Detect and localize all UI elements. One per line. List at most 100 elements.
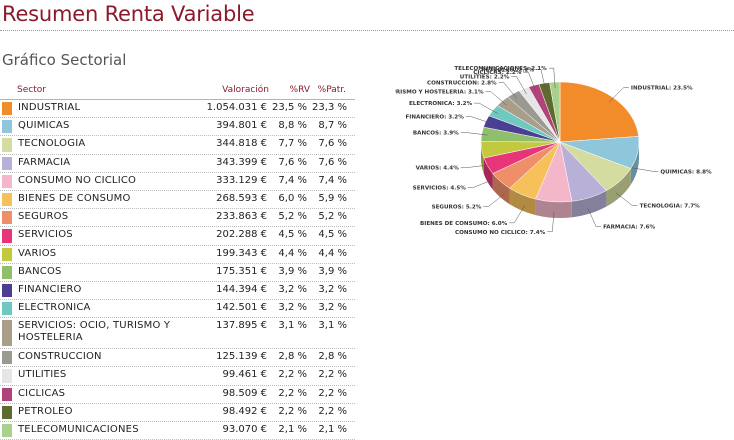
- sector-name: BANCOS: [18, 265, 62, 277]
- sector-color-swatch: [2, 424, 12, 438]
- sector-color-swatch: [2, 192, 12, 207]
- pie-slice: [559, 81, 639, 143]
- sector-name: QUIMICAS: [18, 120, 70, 132]
- table-row: BIENES DE CONSUMO 268.593 € 6,0 % 5,9 %: [0, 191, 355, 210]
- pie-leader-line: [587, 207, 602, 227]
- sector-name: FINANCIERO: [18, 283, 82, 295]
- table-row: INDUSTRIAL 1.054.031 € 23,5 % 23,3 %: [0, 100, 355, 119]
- pie-label: BIENES DE CONSUMO: 6.0%: [420, 221, 508, 227]
- pie-leader-line: [509, 205, 526, 224]
- pie-leader-line: [548, 67, 556, 89]
- header-valoracion: Valoración: [222, 85, 269, 95]
- rv-cell: 2,8 %: [278, 351, 307, 363]
- section-subtitle: Gráfico Sectorial: [2, 51, 127, 69]
- valoracion-cell: 333.129 €: [216, 174, 267, 186]
- patr-cell: 2,2 %: [318, 369, 347, 381]
- pie-side-wall: [630, 142, 639, 185]
- table-row: CONSUMO NO CICLICO 333.129 € 7,4 % 7,4 %: [0, 173, 355, 191]
- pie-leader-line: [474, 102, 498, 114]
- table-row: TELECOMUNICACIONES 93.070 € 2,1 % 2,1 %: [0, 422, 355, 440]
- sector-name: ELECTRONICA: [18, 302, 91, 314]
- rv-cell: 2,2 %: [278, 369, 307, 381]
- table-row: SERVICIOS: OCIO, TURISMO Y HOSTELERIA 137…: [0, 318, 355, 350]
- pie-label: QUIMICAS: 8.8%: [660, 169, 712, 175]
- valoracion-cell: 175.351 €: [216, 265, 267, 277]
- pie-label: SERVICIOS: OCIO, TURISMO Y HOSTELERIA: 3…: [395, 90, 484, 96]
- pie-label: FINANCIERO: 3.2%: [405, 114, 464, 120]
- title-divider: [0, 30, 734, 31]
- sector-pie-chart: INDUSTRIAL: 23.5% QUIMICAS: 8.8% TECNOLOGI…: [395, 60, 734, 275]
- header-sector: Sector: [17, 85, 46, 95]
- table-row: CONSTRUCCION 125.139 € 2,8 % 2,8 %: [0, 349, 355, 368]
- sector-name: TELECOMUNICACIONES: [18, 424, 139, 435]
- valoracion-cell: 142.501 €: [216, 302, 267, 314]
- sector-color-swatch: [2, 302, 12, 316]
- sector-color-swatch: [2, 156, 12, 170]
- patr-cell: 7,6 %: [318, 156, 347, 168]
- valoracion-cell: 125.139 €: [216, 351, 267, 363]
- sector-color-swatch: [2, 405, 12, 419]
- sector-name: VARIOS: [18, 247, 57, 259]
- sector-name: UTILITIES: [18, 369, 67, 381]
- pie-leader-line: [465, 116, 492, 124]
- patr-cell: 2,8 %: [318, 351, 347, 363]
- patr-cell: 3,9 %: [318, 265, 347, 277]
- valoracion-cell: 394.801 €: [216, 120, 267, 132]
- valoracion-cell: 343.399 €: [216, 156, 267, 168]
- rv-cell: 6,0 %: [278, 192, 307, 204]
- rv-cell: 2,2 %: [278, 405, 307, 417]
- pie-label: CONSUMO NO CICLICO: 7.4%: [455, 230, 546, 236]
- sector-color-swatch: [2, 120, 12, 134]
- patr-cell: 2,2 %: [318, 405, 347, 417]
- patr-cell: 7,4 %: [318, 174, 347, 186]
- rv-cell: 2,2 %: [278, 387, 307, 399]
- sector-color-swatch: [2, 320, 12, 347]
- sector-color-swatch: [2, 351, 12, 365]
- table-row: BANCOS 175.351 € 3,9 % 3,9 %: [0, 264, 355, 282]
- valoracion-cell: 344.818 €: [216, 138, 267, 150]
- patr-cell: 4,4 %: [318, 247, 347, 259]
- table-row: SERVICIOS 202.288 € 4,5 % 4,5 %: [0, 227, 355, 246]
- pie-leader-line: [608, 87, 629, 103]
- sector-color-swatch: [2, 102, 12, 116]
- valoracion-cell: 233.863 €: [216, 211, 267, 223]
- table-row: FARMACIA 343.399 € 7,6 % 7,6 %: [0, 155, 355, 173]
- sector-name: SERVICIOS: [18, 229, 73, 241]
- pie-side-wall: [606, 168, 631, 207]
- pie-label: VARIOS: 4.4%: [416, 166, 460, 172]
- valoracion-cell: 99.461 €: [222, 369, 267, 381]
- sector-name: CONSUMO NO CICLICO: [18, 174, 137, 186]
- valoracion-cell: 98.492 €: [222, 405, 267, 417]
- sector-name: TECNOLOGIA: [18, 138, 86, 150]
- rv-cell: 3,2 %: [278, 283, 307, 295]
- header-rv: %RV: [289, 85, 310, 95]
- header-patr: %Patr.: [317, 85, 346, 95]
- pie-label: BANCOS: 3.9%: [413, 130, 459, 136]
- sector-color-swatch: [2, 283, 12, 298]
- patr-cell: 8,7 %: [318, 120, 347, 132]
- table-row: QUIMICAS 394.801 € 8,8 % 8,7 %: [0, 118, 355, 137]
- sector-name: PETROLEO: [18, 405, 73, 417]
- table-row: CICLICAS 98.509 € 2,2 % 2,2 %: [0, 386, 355, 404]
- page-title: Resumen Renta Variable: [2, 2, 255, 26]
- pie-leader-line: [631, 167, 659, 172]
- pie-leader-line: [536, 69, 546, 90]
- sector-name: BIENES DE CONSUMO: [18, 192, 131, 204]
- pie-leader-line: [615, 192, 638, 206]
- pie-side-wall: [483, 158, 493, 190]
- pie-label: CICLICAS: 2.2%: [473, 70, 521, 76]
- pie-leader-line: [460, 132, 488, 136]
- patr-cell: 2,1 %: [318, 424, 347, 435]
- sector-color-swatch: [2, 174, 12, 188]
- sector-color-swatch: [2, 369, 12, 383]
- pie-label: ELECTRONICA: 3.2%: [409, 101, 473, 107]
- table-row: TECNOLOGIA 344.818 € 7,7 % 7,6 %: [0, 136, 355, 155]
- patr-cell: 5,9 %: [318, 192, 347, 204]
- rv-cell: 3,9 %: [278, 265, 307, 277]
- rv-cell: 3,1 %: [278, 320, 307, 332]
- sector-color-swatch: [2, 265, 12, 279]
- patr-cell: 2,2 %: [318, 387, 347, 399]
- table-row: ELECTRONICA 142.501 € 3,2 % 3,2 %: [0, 300, 355, 319]
- pie-leader-line: [547, 211, 555, 233]
- pie-side-wall: [571, 190, 607, 218]
